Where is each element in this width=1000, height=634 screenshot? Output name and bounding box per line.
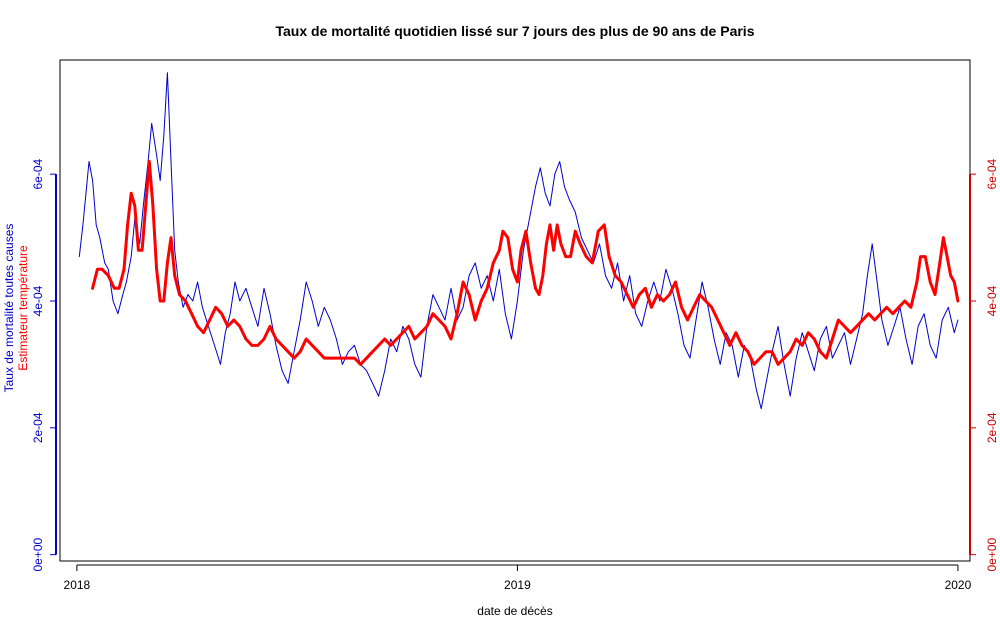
series-line-temperature (91, 160, 960, 366)
left-y-axis-label: Taux de mortalité toutes causes (2, 224, 16, 393)
left-y-tick-label: 0e+00 (31, 537, 45, 571)
chart-title: Taux de mortalité quotidien lissé sur 7 … (275, 23, 754, 39)
right-y-tick-label: 0e+00 (985, 537, 999, 571)
plot-frame (59, 59, 971, 562)
right-y-tick-label: 4e-04 (985, 285, 999, 316)
right-y-ticks: 0e+00 2e-04 4e-04 6e-04 (970, 158, 999, 572)
x-tick-label: 2018 (64, 578, 91, 592)
x-tick-label: 2019 (504, 578, 531, 592)
x-tick-label: 2020 (945, 578, 972, 592)
x-ticks: 2018 2019 2020 (64, 565, 972, 592)
x-axis-label: date de décès (477, 604, 552, 618)
right-y-tick-label: 6e-04 (985, 158, 999, 189)
right-y-tick-label: 2e-04 (985, 412, 999, 443)
left-y-ticks: 0e+00 2e-04 4e-04 6e-04 (31, 158, 56, 572)
left-y-tick-label: 6e-04 (31, 158, 45, 189)
series-layer (78, 72, 960, 410)
left-y-tick-label: 4e-04 (31, 285, 45, 316)
left-y-axis-label-temperature: Estimateur température (16, 245, 30, 371)
left-y-tick-label: 2e-04 (31, 412, 45, 443)
